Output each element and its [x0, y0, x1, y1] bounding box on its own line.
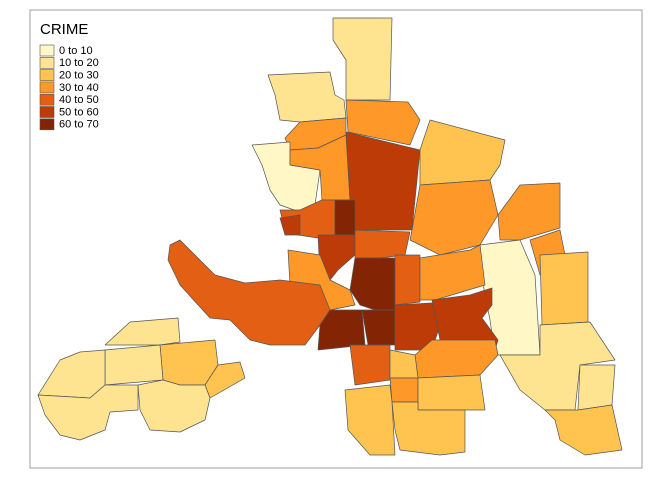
district — [345, 131, 421, 231]
district — [389, 377, 419, 403]
district — [334, 199, 356, 236]
legend-label: 0 to 10 — [59, 45, 93, 57]
district — [417, 374, 486, 411]
legend-swatch — [39, 56, 55, 69]
district — [391, 401, 466, 456]
district — [539, 251, 589, 326]
district — [137, 379, 211, 433]
legend-label: 60 to 70 — [59, 119, 99, 131]
district — [279, 214, 301, 236]
district — [167, 239, 331, 346]
legend-swatch — [39, 81, 55, 94]
legend-title: CRIME — [40, 21, 88, 38]
legend-label: 40 to 50 — [59, 94, 99, 106]
district — [497, 182, 561, 241]
district — [419, 244, 486, 301]
district — [544, 404, 623, 456]
district — [104, 317, 181, 346]
district — [394, 254, 421, 306]
district — [344, 384, 396, 456]
legend-swatch — [39, 69, 55, 81]
district — [409, 179, 499, 256]
legend-label: 20 to 30 — [59, 70, 99, 82]
legend-label: 50 to 60 — [59, 106, 99, 118]
legend-label: 10 to 20 — [59, 57, 99, 69]
districts — [37, 17, 623, 456]
legend-label: 30 to 40 — [59, 82, 99, 94]
district — [577, 364, 616, 411]
district — [104, 344, 164, 386]
district — [499, 321, 616, 411]
district — [354, 229, 411, 259]
district — [345, 99, 421, 146]
legend-swatch — [39, 106, 55, 118]
district — [394, 302, 441, 351]
legend-swatch — [39, 44, 55, 57]
legend-swatch — [39, 93, 55, 106]
district — [37, 384, 139, 441]
district — [349, 344, 391, 386]
district — [361, 309, 396, 346]
district — [317, 309, 366, 351]
legend-swatch — [39, 118, 55, 131]
